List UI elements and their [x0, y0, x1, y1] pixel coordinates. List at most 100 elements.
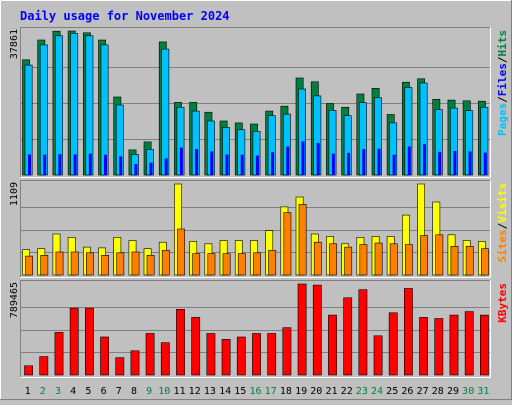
x-tick-label-day-3: 3	[55, 386, 61, 397]
bar-pages-day-30	[468, 151, 472, 175]
x-tick-label-day-21: 21	[325, 386, 337, 397]
panel-kbytes-legend-label: KBytes	[496, 283, 509, 323]
bar-kbytes-day-14	[221, 338, 231, 376]
x-tick-label-day-20: 20	[310, 386, 322, 397]
bar-sites-day-19	[298, 204, 307, 276]
bar-files-day-4	[70, 33, 79, 176]
series-kbytes	[24, 283, 489, 376]
bar-kbytes-day-12	[191, 317, 201, 376]
x-tick-label-day-16: 16	[249, 386, 261, 397]
bar-kbytes-day-17	[267, 333, 277, 376]
panel-visits-max-label: 1109	[9, 182, 20, 206]
x-tick-label-day-5: 5	[85, 386, 91, 397]
bar-pages-day-16	[255, 155, 259, 175]
bar-pages-day-28	[438, 151, 442, 175]
legend-part-hits: Hits	[496, 30, 509, 57]
bar-pages-day-20	[316, 143, 320, 175]
bar-kbytes-day-29	[449, 314, 459, 376]
bar-sites-day-2	[40, 255, 49, 276]
x-tick-label-day-29: 29	[447, 386, 459, 397]
bar-sites-day-31	[480, 248, 489, 276]
legend-part-visits: Visits	[496, 183, 509, 223]
bar-pages-day-9	[149, 162, 153, 175]
bar-kbytes-day-26	[403, 288, 413, 376]
bar-kbytes-day-23	[358, 289, 368, 376]
bar-sites-day-15	[237, 253, 246, 276]
legend-part-files: Files	[496, 63, 509, 96]
bar-sites-day-1	[25, 255, 33, 276]
bar-pages-day-21	[331, 153, 335, 175]
bar-pages-day-11	[179, 147, 183, 175]
bar-sites-day-3	[55, 251, 64, 276]
bar-sites-day-26	[404, 244, 413, 276]
bar-pages-day-19	[301, 141, 305, 175]
panel-hits-legend-label: Pages/Files/Hits	[496, 30, 509, 136]
bar-sites-day-24	[374, 242, 383, 276]
legend-part-: /	[496, 56, 509, 63]
bar-sites-day-22	[344, 246, 353, 276]
bar-kbytes-day-10	[160, 342, 170, 376]
x-tick-label-day-17: 17	[265, 386, 277, 397]
legend-part-pages: Pages	[496, 103, 509, 136]
bar-pages-day-25	[392, 154, 396, 175]
panels: 37861Pages/Files/Hits1109Sites/Visits789…	[9, 27, 509, 378]
bar-pages-day-23	[362, 149, 366, 175]
bar-sites-day-28	[435, 234, 444, 276]
bar-kbytes-day-4	[69, 307, 79, 376]
bar-sites-day-30	[465, 246, 474, 276]
x-tick-label-day-18: 18	[280, 386, 292, 397]
bar-kbytes-day-5	[85, 307, 94, 376]
x-tick-label-day-8: 8	[131, 386, 137, 397]
bar-kbytes-day-9	[145, 333, 155, 376]
bar-sites-day-17	[268, 250, 277, 276]
bar-pages-day-31	[483, 152, 487, 175]
bar-pages-day-5	[88, 153, 92, 175]
panel-visits-legend-label: Sites/Visits	[496, 183, 509, 263]
x-tick-label-day-1: 1	[25, 386, 31, 397]
bar-sites-day-25	[389, 243, 398, 276]
x-axis-labels: 1 2 3 4 5 6 7 8 9 10 11 12 13 14 15 16 17 18 19 20 21 22 23 24 2…	[25, 386, 490, 397]
bar-pages-day-7	[119, 156, 123, 175]
bar-sites-day-27	[420, 235, 428, 276]
x-tick-label-day-12: 12	[189, 386, 201, 397]
x-tick-label-day-15: 15	[234, 386, 246, 397]
x-tick-label-day-24: 24	[371, 386, 383, 397]
bar-sites-day-9	[146, 255, 155, 276]
x-tick-label-day-10: 10	[158, 386, 170, 397]
bar-sites-day-4	[70, 251, 79, 276]
bar-kbytes-day-22	[343, 297, 353, 376]
panel-hits-max-label: 37861	[9, 29, 20, 59]
x-tick-label-day-2: 2	[40, 386, 46, 397]
bar-sites-day-12	[192, 253, 201, 276]
bar-kbytes-day-31	[479, 314, 489, 376]
bar-sites-day-8	[131, 251, 140, 276]
bar-sites-day-5	[86, 252, 94, 276]
x-tick-label-day-9: 9	[146, 386, 152, 397]
bar-kbytes-day-30	[464, 311, 474, 376]
bar-sites-day-7	[116, 252, 125, 276]
bar-sites-day-14	[222, 253, 231, 276]
bar-kbytes-day-27	[419, 317, 428, 376]
bar-pages-day-1	[28, 154, 31, 175]
bar-pages-day-27	[423, 144, 426, 175]
bar-pages-day-2	[43, 154, 47, 175]
panel-kbytes-max-label: 789465	[9, 282, 20, 318]
bar-sites-day-23	[359, 244, 368, 276]
bar-files-day-10	[161, 48, 170, 176]
bar-sites-day-10	[161, 250, 170, 276]
bar-sites-day-20	[313, 241, 322, 276]
bar-kbytes-day-20	[312, 284, 322, 376]
bar-kbytes-day-2	[39, 356, 49, 376]
bar-sites-day-11	[177, 228, 185, 276]
bar-pages-day-4	[73, 154, 77, 175]
x-tick-label-day-23: 23	[356, 386, 368, 397]
bar-kbytes-day-28	[434, 318, 444, 376]
legend-part-sites: Sites	[496, 229, 509, 262]
bar-kbytes-day-18	[282, 327, 292, 376]
bar-kbytes-day-1	[24, 365, 33, 376]
x-tick-label-day-31: 31	[477, 386, 489, 397]
bar-pages-day-18	[286, 146, 290, 175]
bar-kbytes-day-19	[297, 283, 307, 376]
